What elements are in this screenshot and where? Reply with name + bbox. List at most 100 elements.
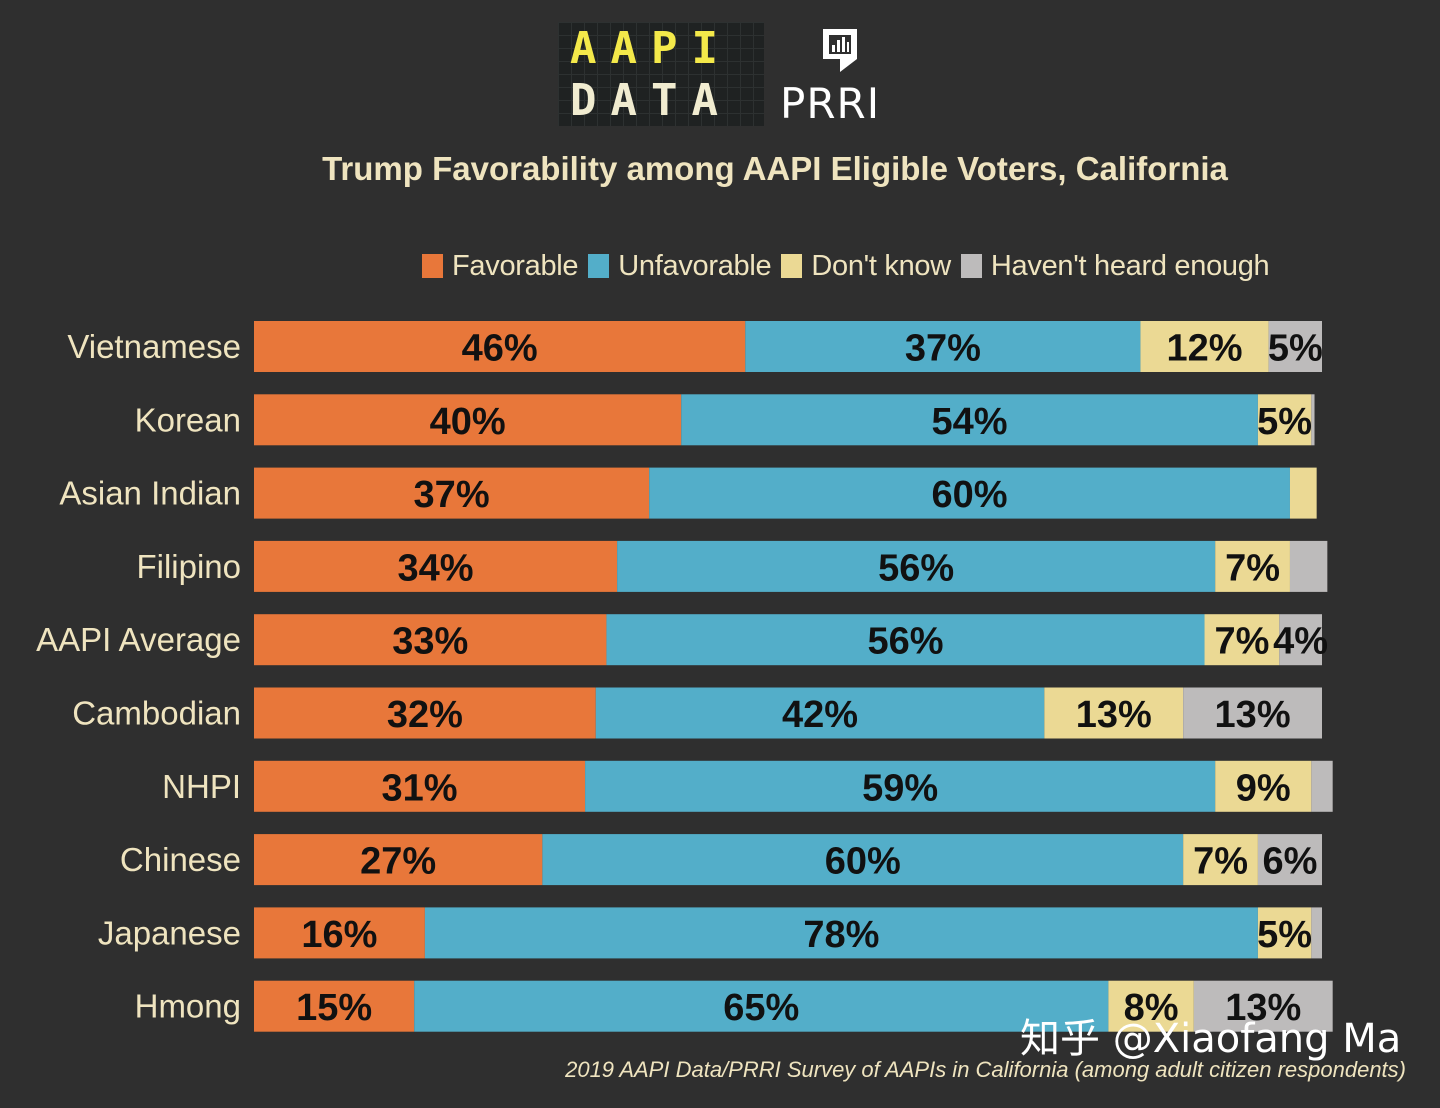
bar-segment [1108, 980, 1194, 1032]
legend-item: Favorable [422, 249, 579, 283]
bar-segment [1215, 540, 1290, 592]
data-label: 54% [932, 401, 1008, 443]
data-label: 46% [462, 328, 538, 370]
category-label: Chinese [120, 841, 241, 878]
bar-segment [745, 321, 1141, 372]
bar-segment [1311, 394, 1315, 446]
legend-label: Haven't heard enough [990, 249, 1270, 282]
bar-segment [649, 467, 1290, 519]
bar-segment [1289, 540, 1328, 592]
data-label: 65% [723, 987, 799, 1029]
bar-segment [254, 907, 425, 959]
bar-segment [1204, 614, 1280, 666]
bar-segment [681, 394, 1258, 446]
bar-segment [1311, 760, 1333, 812]
data-label: 56% [878, 547, 954, 589]
data-label: 60% [825, 841, 901, 883]
data-label: 78% [803, 914, 879, 956]
bar-segment [424, 907, 1258, 959]
data-label: 16% [301, 914, 377, 956]
bar-segment [254, 467, 650, 519]
bar-segment [1140, 321, 1269, 372]
data-label: 13% [1225, 987, 1301, 1029]
category-label: Filipino [136, 548, 241, 585]
data-label: 42% [782, 694, 858, 736]
aapi-logo-line-1: AAPI [570, 23, 732, 74]
legend-swatch [588, 254, 610, 278]
bar-segment [1311, 907, 1322, 959]
bar-segment [414, 980, 1109, 1032]
data-label: 60% [932, 474, 1008, 516]
category-label: Japanese [98, 914, 241, 951]
bar-segment [1193, 980, 1333, 1032]
bar-segment [254, 614, 607, 666]
data-label: 6% [1262, 841, 1317, 883]
chart-title: Trump Favorability among AAPI Eligible V… [322, 150, 1228, 187]
data-label: 5% [1257, 401, 1312, 443]
aapi-logo-line-2: DATA [570, 75, 732, 126]
data-label: 5% [1268, 328, 1323, 370]
bar-segment [1257, 834, 1322, 886]
legend-item: Don't know [781, 250, 951, 283]
bar-segment [254, 760, 586, 812]
bar-segment [254, 540, 618, 592]
data-label: 40% [430, 401, 506, 443]
legend-label: Unfavorable [618, 249, 772, 282]
data-label: 5% [1257, 914, 1312, 956]
legend-item: Haven't heard enough [960, 249, 1270, 283]
bar-segment [585, 760, 1216, 812]
legend-item: Unfavorable [588, 249, 772, 283]
legend-swatch [422, 254, 443, 278]
data-label: 32% [387, 694, 463, 736]
bar-segment [254, 321, 746, 372]
category-label: Asian Indian [59, 475, 241, 512]
data-label: 37% [414, 474, 490, 516]
category-label: Korean [135, 401, 241, 438]
data-label: 12% [1166, 328, 1242, 370]
category-label: Vietnamese [67, 328, 241, 365]
data-label: 31% [382, 767, 458, 809]
bar-segment [1183, 687, 1322, 739]
data-label: 7% [1193, 841, 1248, 883]
data-label: 7% [1214, 621, 1269, 663]
bar-segment [254, 980, 415, 1032]
bar-segment [1289, 467, 1317, 519]
aapi-data-logo: AAPI DATA [558, 22, 764, 126]
bar-segment [254, 687, 596, 739]
bar-segment [606, 614, 1205, 666]
prri-logo: PRRI [780, 24, 910, 128]
category-label: NHPI [162, 768, 241, 805]
data-label: 34% [398, 547, 474, 589]
prri-chart-icon [823, 29, 857, 72]
data-label: 27% [360, 841, 436, 883]
data-label: 33% [392, 621, 468, 663]
legend-swatch [960, 254, 982, 278]
data-label: 59% [862, 767, 938, 809]
data-label: 13% [1215, 694, 1291, 736]
data-label: 7% [1225, 547, 1280, 589]
zhihu-watermark: 知乎 @Xiaofang Ma [1020, 1016, 1402, 1062]
category-label: AAPI Average [36, 621, 241, 658]
data-label: 8% [1124, 987, 1179, 1029]
bar-segment [1257, 394, 1312, 446]
bar-segment [542, 834, 1184, 886]
legend-label: Favorable [452, 249, 579, 282]
legend-swatch [781, 254, 803, 278]
legend-label: Don't know [811, 249, 951, 282]
source-note: 2019 AAPI Data/PRRI Survey of AAPIs in C… [565, 1057, 1406, 1082]
bar-segment [595, 687, 1045, 739]
data-label: 13% [1076, 694, 1152, 736]
bar-segment [254, 394, 682, 446]
data-label: 37% [905, 328, 981, 370]
bar-segment [1044, 687, 1184, 739]
data-label: 15% [296, 987, 372, 1029]
prri-wordmark: PRRI [780, 79, 881, 128]
bar-segment [1257, 907, 1312, 959]
bar-segment [1268, 321, 1322, 372]
data-label: 9% [1236, 767, 1291, 809]
bar-segment [254, 834, 543, 886]
data-label: 4% [1273, 621, 1328, 663]
bar-segment [1183, 834, 1258, 886]
data-label: 56% [867, 621, 943, 663]
